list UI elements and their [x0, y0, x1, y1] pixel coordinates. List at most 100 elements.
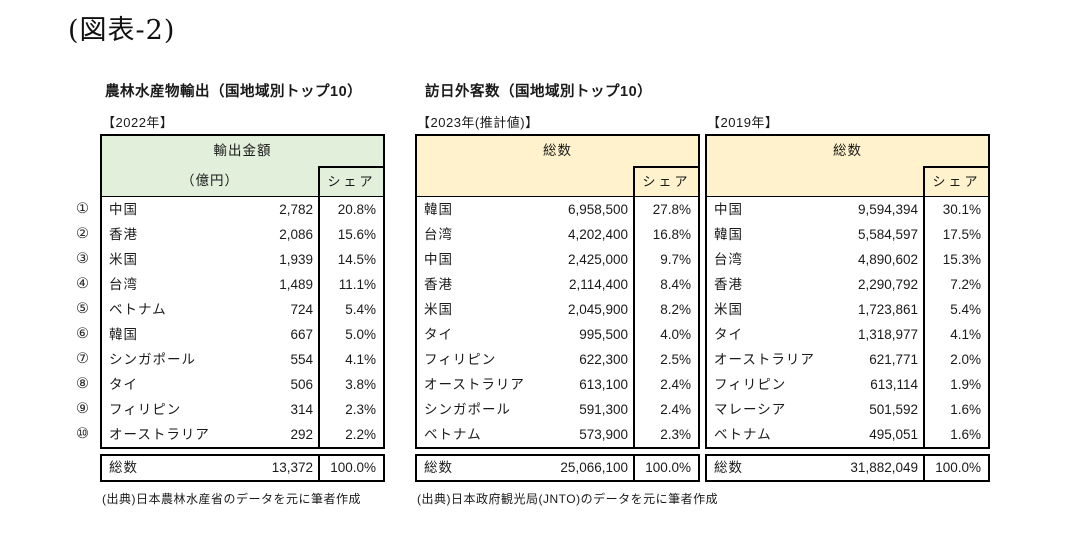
- header-main-label: 総数: [833, 143, 862, 158]
- share-cell: 17.5%: [923, 222, 988, 247]
- table-row: 台湾 1,489 11.1%: [102, 272, 383, 297]
- share-cell: 4.1%: [318, 347, 383, 372]
- share-cell: 14.5%: [318, 247, 383, 272]
- country-cell: フィリピン: [424, 352, 497, 367]
- header-sub-row: （億円） シェア: [102, 166, 383, 196]
- value-cell: 724: [290, 302, 313, 317]
- table-row: シンガポール 554 4.1%: [102, 347, 383, 372]
- value-cell: 1,723,861: [857, 302, 918, 317]
- header-share-label: シェア: [318, 166, 383, 196]
- table-row: オーストラリア 292 2.2%: [102, 422, 383, 447]
- page-title: (図表-2): [68, 15, 176, 46]
- value-cell: 613,100: [579, 377, 628, 392]
- country-cell: フィリピン: [109, 402, 182, 417]
- total-value: 31,882,049: [850, 460, 918, 475]
- share-cell: 2.5%: [633, 347, 698, 372]
- value-cell: 5,584,597: [857, 227, 918, 242]
- country-cell: 米国: [714, 302, 743, 317]
- table-row: タイ 995,500 4.0%: [417, 322, 698, 347]
- table-row: ベトナム 573,900 2.3%: [417, 422, 698, 447]
- source-note: (出典)日本政府観光局(JNTO)のデータを元に筆者作成: [417, 492, 719, 506]
- header-share-label: シェア: [923, 166, 988, 196]
- total-label: 総数: [109, 460, 138, 475]
- data-table-block: 【2023年(推計値)】 総数 シェア 韓国 6,958,500 27.8% 台…: [415, 112, 719, 507]
- table-row: シンガポール 591,300 2.4%: [417, 397, 698, 422]
- table-rows: 中国 9,594,394 30.1% 韓国 5,584,597 17.5% 台湾…: [707, 197, 988, 447]
- country-cell: 台湾: [109, 277, 138, 292]
- country-cell: 米国: [109, 252, 138, 267]
- value-cell: 6,958,500: [567, 202, 628, 217]
- table-row: フィリピン 314 2.3%: [102, 397, 383, 422]
- share-cell: 4.0%: [633, 322, 698, 347]
- header-unit-label: （億円）: [181, 173, 239, 188]
- value-cell: 621,771: [869, 352, 918, 367]
- country-cell: ベトナム: [424, 427, 482, 442]
- ranking-table: 総数 シェア 中国 9,594,394 30.1% 韓国 5,584,597 1…: [705, 134, 990, 449]
- rank-badge: ⑧: [76, 376, 89, 392]
- table-row: 中国 2,782 20.8%: [102, 197, 383, 222]
- table-row: ベトナム 495,051 1.6%: [707, 422, 988, 447]
- country-cell: タイ: [424, 327, 453, 342]
- table-row: マレーシア 501,592 1.6%: [707, 397, 988, 422]
- table-header: 総数 シェア: [417, 136, 698, 197]
- country-cell: ベトナム: [109, 302, 167, 317]
- table-row: フィリピン 613,114 1.9%: [707, 372, 988, 397]
- country-cell: 中国: [714, 202, 743, 217]
- value-cell: 2,290,792: [857, 277, 918, 292]
- share-cell: 8.2%: [633, 297, 698, 322]
- country-cell: 韓国: [109, 327, 138, 342]
- share-cell: 1.9%: [923, 372, 988, 397]
- share-cell: 15.3%: [923, 247, 988, 272]
- total-share: 100.0%: [923, 456, 988, 480]
- share-cell: 4.1%: [923, 322, 988, 347]
- value-cell: 501,592: [869, 402, 918, 417]
- value-cell: 667: [290, 327, 313, 342]
- country-cell: シンガポール: [109, 352, 196, 367]
- data-table-block: 【2022年】 ① ② ③ ④ ⑤ ⑥ ⑦ ⑧ ⑨ ⑩ 輸出金額 （億円） シェ…: [76, 112, 385, 507]
- value-cell: 2,782: [279, 202, 313, 217]
- year-label: 【2019年】: [707, 115, 779, 130]
- country-cell: フィリピン: [714, 377, 787, 392]
- source-note: (出典)日本農林水産省のデータを元に筆者作成: [102, 492, 361, 506]
- table-row: ベトナム 724 5.4%: [102, 297, 383, 322]
- value-cell: 4,890,602: [857, 252, 918, 267]
- rank-badge: ②: [76, 226, 89, 242]
- rank-badge: ⑩: [76, 426, 89, 442]
- country-cell: 中国: [109, 202, 138, 217]
- share-cell: 5.4%: [923, 297, 988, 322]
- value-cell: 495,051: [869, 427, 918, 442]
- table-row: 台湾 4,890,602 15.3%: [707, 247, 988, 272]
- table-row: 香港 2,086 15.6%: [102, 222, 383, 247]
- total-row: 総数 13,372 100.0%: [100, 454, 385, 482]
- total-value: 13,372: [271, 460, 313, 475]
- table-row: 韓国 5,584,597 17.5%: [707, 222, 988, 247]
- ranking-table: 総数 シェア 韓国 6,958,500 27.8% 台湾 4,202,400 1…: [415, 134, 700, 449]
- value-cell: 613,114: [870, 377, 918, 392]
- rank-badge: ⑤: [76, 301, 89, 317]
- ranking-table: 輸出金額 （億円） シェア 中国 2,782 20.8% 香港 2,086 15…: [100, 134, 385, 449]
- value-cell: 591,300: [579, 402, 628, 417]
- rank-badge: ⑦: [76, 351, 89, 367]
- share-cell: 9.7%: [633, 247, 698, 272]
- header-unit-label: [707, 166, 923, 196]
- table-row: 中国 2,425,000 9.7%: [417, 247, 698, 272]
- value-cell: 4,202,400: [567, 227, 628, 242]
- value-cell: 622,300: [579, 352, 628, 367]
- table-row: タイ 1,318,977 4.1%: [707, 322, 988, 347]
- share-cell: 2.4%: [633, 372, 698, 397]
- country-cell: マレーシア: [714, 402, 787, 417]
- share-cell: 20.8%: [318, 197, 383, 222]
- country-cell: オーストラリア: [424, 377, 525, 392]
- value-cell: 1,939: [279, 252, 313, 267]
- total-share: 100.0%: [633, 456, 698, 480]
- table-rows: 中国 2,782 20.8% 香港 2,086 15.6% 米国 1,939 1…: [102, 197, 383, 447]
- rank-column: ① ② ③ ④ ⑤ ⑥ ⑦ ⑧ ⑨ ⑩: [69, 197, 96, 447]
- share-cell: 5.0%: [318, 322, 383, 347]
- share-cell: 1.6%: [923, 397, 988, 422]
- country-cell: 台湾: [714, 252, 743, 267]
- country-cell: 香港: [424, 277, 453, 292]
- table-row: 米国 2,045,900 8.2%: [417, 297, 698, 322]
- share-cell: 11.1%: [318, 272, 383, 297]
- section-title-visitors: 訪日外客数（国地域別トップ10）: [425, 84, 653, 100]
- country-cell: 台湾: [424, 227, 453, 242]
